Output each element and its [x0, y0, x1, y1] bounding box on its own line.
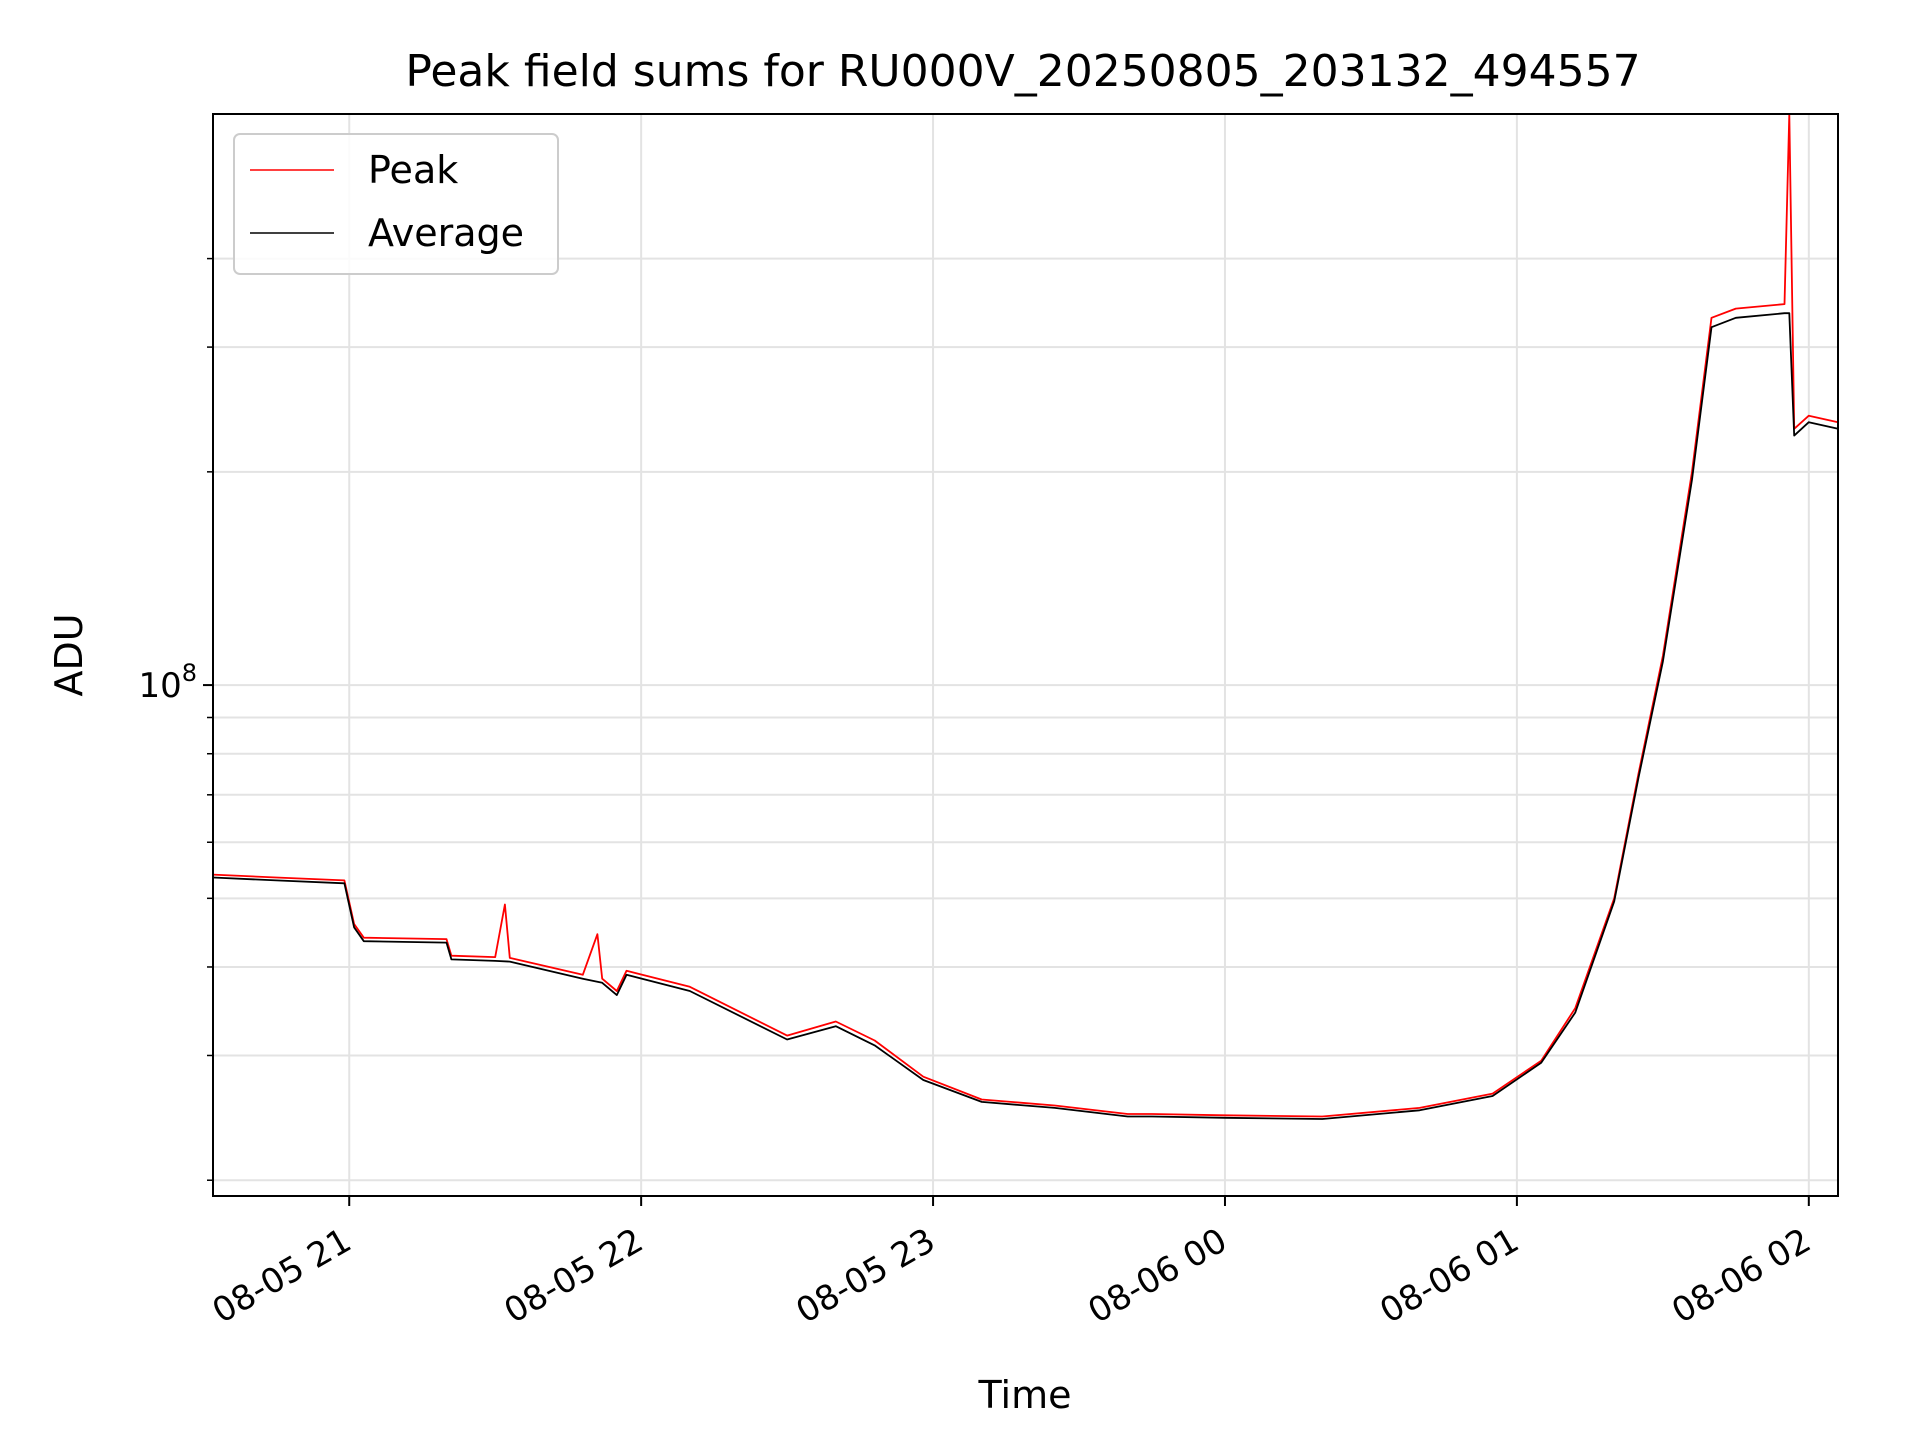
x-axis-ticks: 08-05 21 08-05 22 08-05 23 08-06 00 08-06 01…	[206, 1196, 1818, 1332]
legend-label-peak: Peak	[368, 148, 458, 192]
x-tick-label: 08-05 23	[790, 1221, 942, 1332]
legend-box	[233, 133, 559, 275]
y-axis-label: ADU	[47, 613, 91, 696]
y-axis-ticks: 108	[138, 257, 213, 1181]
y-tick-label-exponent: 8	[182, 659, 197, 687]
x-tick-label: 08-05 22	[498, 1221, 650, 1332]
chart-title: Peak field sums for RU000V_20250805_2031…	[405, 46, 1640, 97]
y-tick-label: 108	[138, 659, 197, 706]
series-layer	[212, 113, 1839, 1120]
series-line-peak	[212, 113, 1839, 1118]
x-tick-label: 08-05 21	[206, 1221, 358, 1332]
legend-label-average: Average	[368, 211, 524, 255]
gridlines	[213, 114, 1838, 1196]
x-tick-label: 08-06 02	[1665, 1221, 1817, 1332]
x-tick-label: 08-06 00	[1081, 1221, 1233, 1332]
legend: Peak Average	[233, 133, 559, 275]
y-tick-label-base: 10	[138, 666, 181, 706]
x-axis-label: Time	[978, 1373, 1072, 1417]
x-tick-label: 08-06 01	[1373, 1221, 1525, 1332]
series-line-average	[212, 312, 1839, 1120]
plot-frame	[212, 113, 1839, 1197]
